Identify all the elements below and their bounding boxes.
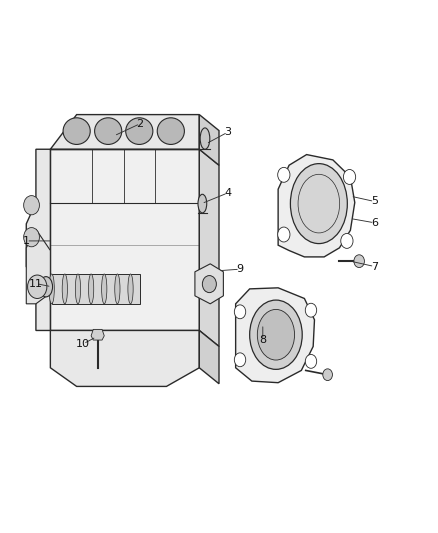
Polygon shape (199, 330, 219, 384)
Text: 2: 2 (137, 119, 144, 128)
Text: 3: 3 (224, 127, 231, 137)
Text: 10: 10 (76, 339, 90, 349)
Polygon shape (199, 149, 219, 346)
Ellipse shape (250, 300, 302, 369)
Polygon shape (278, 155, 355, 257)
Circle shape (202, 276, 216, 293)
Polygon shape (236, 288, 314, 383)
Ellipse shape (257, 309, 294, 360)
Text: 5: 5 (371, 197, 378, 206)
Polygon shape (50, 115, 199, 149)
Ellipse shape (63, 118, 90, 144)
Text: 6: 6 (371, 218, 378, 228)
Circle shape (305, 354, 317, 368)
Polygon shape (52, 274, 140, 304)
Circle shape (354, 255, 364, 268)
Circle shape (278, 167, 290, 182)
Ellipse shape (157, 118, 184, 144)
Text: 7: 7 (371, 262, 378, 271)
Text: 4: 4 (224, 188, 231, 198)
Circle shape (234, 353, 246, 367)
Ellipse shape (62, 274, 67, 304)
Circle shape (24, 196, 39, 215)
Ellipse shape (49, 274, 54, 304)
Polygon shape (50, 330, 199, 386)
Ellipse shape (75, 274, 81, 304)
Circle shape (24, 228, 39, 247)
Polygon shape (195, 264, 223, 304)
Text: 11: 11 (29, 279, 43, 288)
Polygon shape (26, 229, 50, 304)
Circle shape (234, 305, 246, 319)
Text: 8: 8 (259, 335, 266, 345)
Ellipse shape (126, 118, 153, 144)
Polygon shape (199, 115, 219, 165)
Ellipse shape (198, 195, 207, 213)
Polygon shape (26, 149, 50, 330)
Ellipse shape (128, 274, 133, 304)
Circle shape (343, 169, 356, 184)
Circle shape (278, 227, 290, 242)
Text: 9: 9 (237, 264, 244, 274)
Circle shape (28, 275, 47, 298)
Ellipse shape (39, 277, 53, 297)
Circle shape (305, 303, 317, 317)
Ellipse shape (115, 274, 120, 304)
Polygon shape (91, 329, 104, 340)
Polygon shape (50, 149, 199, 330)
Circle shape (323, 369, 332, 381)
Ellipse shape (200, 128, 210, 149)
Circle shape (341, 233, 353, 248)
Ellipse shape (95, 118, 122, 144)
Ellipse shape (88, 274, 94, 304)
Ellipse shape (102, 274, 107, 304)
Text: 1: 1 (23, 236, 30, 246)
Ellipse shape (290, 164, 347, 244)
